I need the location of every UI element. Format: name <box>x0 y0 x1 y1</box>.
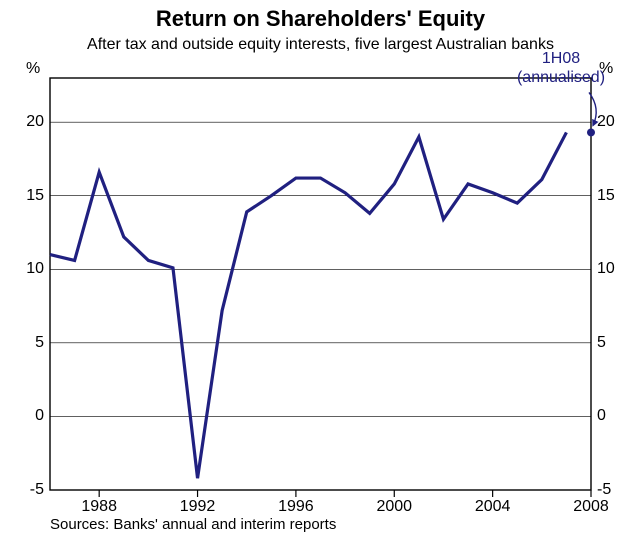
x-tick: 1992 <box>180 498 216 516</box>
y-tick-left: 0 <box>4 407 44 425</box>
y-tick-left: 20 <box>4 113 44 131</box>
y-tick-left: 5 <box>4 334 44 352</box>
sources-note: Sources: Banks' annual and interim repor… <box>50 516 336 533</box>
y-tick-right: 20 <box>597 113 637 131</box>
y-unit-left: % <box>26 60 40 78</box>
y-tick-left: 15 <box>4 187 44 205</box>
y-tick-right: 15 <box>597 187 637 205</box>
y-tick-right: 0 <box>597 407 637 425</box>
roe-chart: Return on Shareholders' Equity After tax… <box>0 0 641 546</box>
y-tick-right: 10 <box>597 260 637 278</box>
x-tick: 1996 <box>278 498 314 516</box>
x-tick: 1988 <box>81 498 117 516</box>
x-tick: 2004 <box>475 498 511 516</box>
y-tick-right: 5 <box>597 334 637 352</box>
y-tick-left: 10 <box>4 260 44 278</box>
x-tick: 2008 <box>573 498 609 516</box>
x-tick: 2000 <box>376 498 412 516</box>
annotation-1h08: 1H08(annualised) <box>496 50 626 87</box>
y-tick-left: -5 <box>4 481 44 499</box>
y-tick-right: -5 <box>597 481 637 499</box>
